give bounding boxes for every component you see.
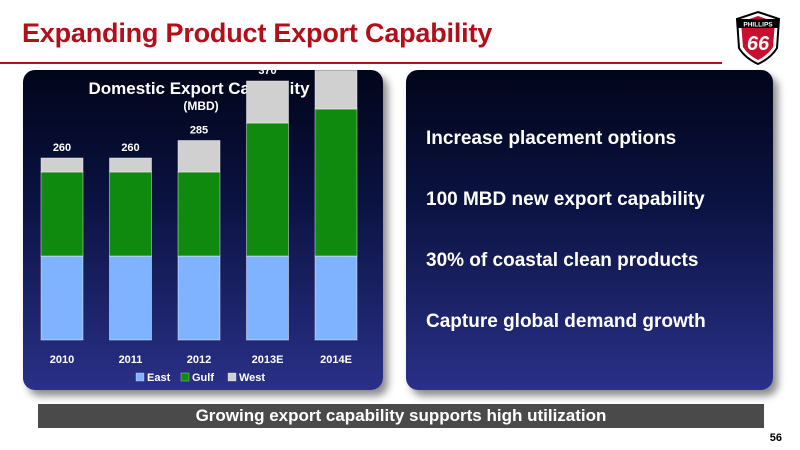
bullet-item: 100 MBD new export capability — [426, 189, 705, 210]
bar-segment-west — [177, 140, 221, 173]
legend-swatch-gulf — [180, 372, 190, 382]
bullet-list: Increase placement options 100 MBD new e… — [426, 128, 706, 372]
bar-total-label: 260 — [121, 142, 139, 154]
x-tick-label: 2012 — [187, 354, 211, 366]
x-tick-label: 2010 — [50, 354, 74, 366]
bar-segment-east — [109, 255, 152, 341]
bar-segment-gulf — [246, 122, 289, 257]
legend-swatch-west — [227, 372, 237, 382]
bullets-panel: Increase placement options 100 MBD new e… — [406, 70, 773, 390]
slide-title: Expanding Product Export Capability — [22, 18, 493, 48]
bar-segment-gulf — [109, 171, 152, 257]
page-number: 56 — [769, 432, 782, 444]
bar-total-label: 260 — [53, 142, 71, 154]
bullet-item: Capture global demand growth — [426, 311, 706, 332]
bullet-item: Increase placement options — [426, 128, 677, 149]
summary-banner: Growing export capability supports high … — [38, 404, 764, 428]
svg-text:66: 66 — [747, 33, 770, 55]
bar-segment-east — [314, 255, 358, 341]
bar-segment-west — [314, 70, 358, 110]
x-tick-label: 2011 — [119, 354, 143, 366]
title-divider — [0, 62, 722, 64]
bar-segment-gulf — [314, 108, 358, 257]
legend-label-gulf: Gulf — [192, 372, 214, 384]
bar-segment-east — [177, 255, 221, 341]
stacked-bar-chart: Domestic Export Capability (MBD) 260 2602… — [40, 70, 358, 384]
bullet-item: 30% of coastal clean products — [426, 250, 699, 271]
svg-text:PHILLIPS: PHILLIPS — [743, 22, 773, 29]
bar-segment-west — [109, 157, 152, 173]
x-tick-label: 2013E — [252, 354, 284, 366]
x-tick-label: 2014E — [320, 354, 352, 366]
bar-segment-west — [246, 80, 289, 124]
bar-segment-west — [40, 157, 84, 173]
bar-total-label: 285 — [190, 125, 208, 137]
legend-swatch-east — [135, 372, 145, 382]
bar-segment-gulf — [40, 171, 84, 257]
bar-segment-east — [246, 255, 289, 341]
phillips66-logo: PHILLIPS 66 — [735, 10, 781, 66]
legend-label-west: West — [239, 372, 265, 384]
bar-total-label: 370 — [258, 70, 276, 77]
chart-subtitle: (MBD) — [183, 99, 218, 113]
chart-panel: Domestic Export Capability (MBD) 260 260 2… — [23, 70, 383, 390]
bar-segment-gulf — [177, 171, 221, 257]
bar-segment-east — [40, 255, 84, 341]
legend-label-east: East — [147, 372, 171, 384]
